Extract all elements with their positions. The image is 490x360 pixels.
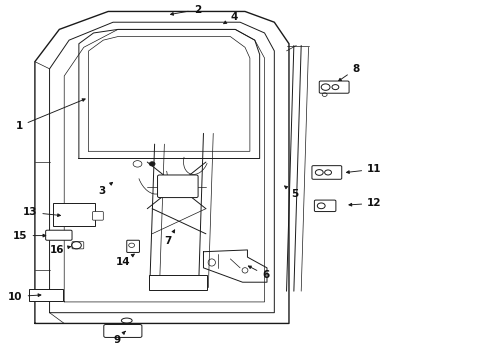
Text: 1: 1 bbox=[15, 99, 85, 131]
Text: 3: 3 bbox=[98, 183, 113, 196]
Text: 6: 6 bbox=[248, 266, 270, 280]
FancyBboxPatch shape bbox=[149, 275, 207, 290]
Text: 12: 12 bbox=[349, 198, 382, 208]
FancyBboxPatch shape bbox=[72, 242, 84, 249]
FancyBboxPatch shape bbox=[93, 212, 103, 220]
Text: 10: 10 bbox=[8, 292, 41, 302]
Text: 4: 4 bbox=[224, 12, 238, 24]
Text: 9: 9 bbox=[113, 331, 125, 345]
FancyBboxPatch shape bbox=[46, 230, 72, 240]
FancyBboxPatch shape bbox=[312, 166, 342, 179]
Text: 15: 15 bbox=[13, 231, 46, 240]
FancyBboxPatch shape bbox=[127, 240, 140, 252]
Text: 14: 14 bbox=[116, 254, 134, 267]
Text: 16: 16 bbox=[49, 245, 71, 255]
FancyBboxPatch shape bbox=[53, 203, 95, 226]
Text: 5: 5 bbox=[285, 186, 299, 199]
Circle shape bbox=[149, 162, 155, 166]
FancyBboxPatch shape bbox=[29, 289, 63, 301]
Text: 2: 2 bbox=[171, 5, 201, 15]
Text: 13: 13 bbox=[23, 207, 60, 217]
FancyBboxPatch shape bbox=[104, 324, 142, 337]
Text: 7: 7 bbox=[164, 230, 174, 246]
Text: 11: 11 bbox=[346, 164, 382, 174]
FancyBboxPatch shape bbox=[158, 175, 198, 198]
FancyBboxPatch shape bbox=[315, 200, 336, 212]
FancyBboxPatch shape bbox=[319, 81, 349, 93]
Text: 8: 8 bbox=[339, 64, 360, 81]
